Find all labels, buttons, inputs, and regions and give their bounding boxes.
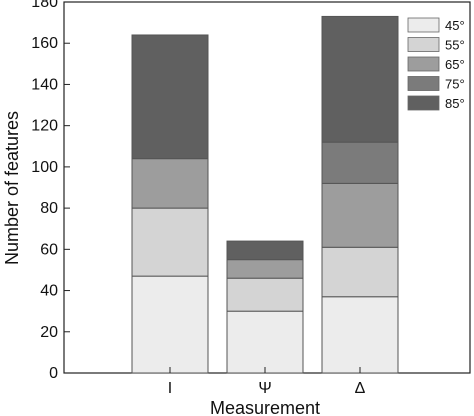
y-tick-label: 120 bbox=[31, 118, 58, 135]
bar-segment bbox=[321, 296, 399, 374]
bar-segment bbox=[321, 141, 399, 184]
y-tick-label: 80 bbox=[40, 200, 58, 217]
y-tick-label: 60 bbox=[40, 241, 58, 258]
y-tick-label: 180 bbox=[31, 0, 58, 11]
bar-segment bbox=[226, 277, 304, 312]
bar-segment bbox=[131, 207, 209, 277]
legend-swatch bbox=[407, 37, 440, 52]
y-tick-label: 0 bbox=[49, 365, 58, 382]
y-tick-label: 20 bbox=[40, 324, 58, 341]
x-axis-title: Measurement bbox=[210, 398, 320, 416]
legend-label: 65° bbox=[445, 57, 465, 72]
legend-swatch bbox=[407, 17, 440, 33]
legend-label: 85° bbox=[445, 96, 465, 111]
bars-group bbox=[131, 15, 399, 374]
y-tick-label: 160 bbox=[31, 35, 58, 52]
legend-swatch bbox=[407, 95, 440, 111]
bar-segment bbox=[321, 246, 399, 298]
y-axis-ticks: 0 20 40 60 80 100 120 140 160 180 bbox=[31, 0, 70, 382]
x-tick-label: Ψ bbox=[258, 380, 271, 397]
x-tick-label: Δ bbox=[355, 380, 366, 397]
bar-segment bbox=[321, 182, 399, 248]
bar-segment bbox=[131, 34, 209, 160]
x-tick-label: I bbox=[168, 380, 172, 397]
legend-swatch bbox=[407, 56, 440, 72]
y-tick-label: 100 bbox=[31, 159, 58, 176]
legend-label: 75° bbox=[445, 77, 465, 92]
legend-label: 45° bbox=[445, 18, 465, 33]
bar-segment bbox=[321, 15, 399, 143]
bar-segment bbox=[131, 275, 209, 374]
bar-segment bbox=[226, 240, 304, 261]
y-tick-label: 140 bbox=[31, 76, 58, 93]
bar-segment bbox=[226, 310, 304, 374]
bar-segment bbox=[131, 158, 209, 209]
legend-swatch bbox=[407, 76, 440, 91]
legend: 45° 55° 65° 75° 85° bbox=[407, 17, 465, 111]
bar-segment bbox=[226, 259, 304, 279]
y-tick-label: 40 bbox=[40, 283, 58, 300]
y-axis-title: Number of features bbox=[2, 111, 22, 265]
legend-label: 55° bbox=[445, 38, 465, 53]
